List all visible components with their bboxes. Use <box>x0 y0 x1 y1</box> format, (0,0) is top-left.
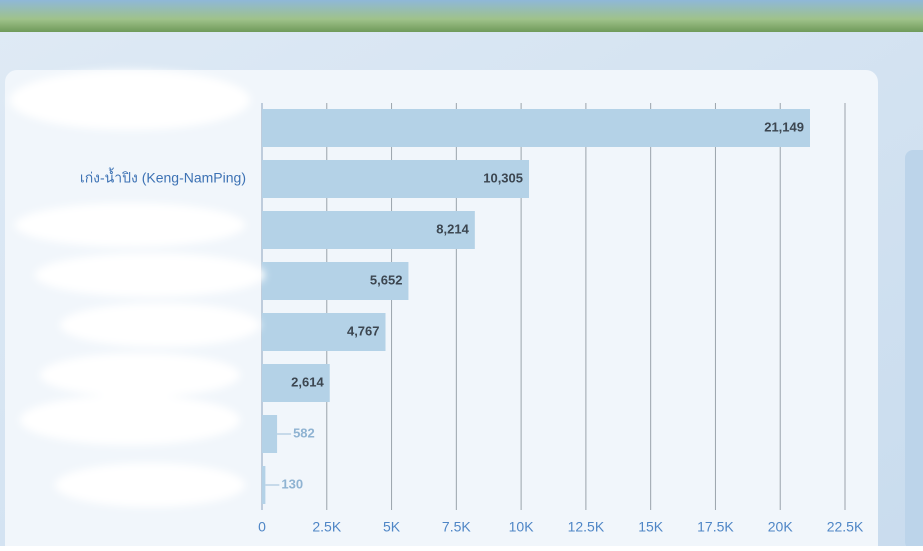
bar <box>262 364 330 402</box>
redaction <box>10 70 265 507</box>
bar <box>262 109 810 147</box>
x-tick-label: 10K <box>509 519 535 535</box>
x-tick-label: 17.5K <box>697 519 734 535</box>
x-tick-label: 0 <box>258 519 266 535</box>
bar <box>262 160 530 198</box>
x-tick-label: 12.5K <box>568 519 605 535</box>
bar <box>262 262 409 300</box>
side-card <box>905 150 923 550</box>
value-label: 10,305 <box>483 170 523 185</box>
x-tick-label: 15K <box>638 519 664 535</box>
value-label: 130 <box>281 476 303 491</box>
plot: 0 2.5K 5K 7.5K 10K 12.5K 15K 17.5K 20K 22.5K 21,14… <box>80 103 864 535</box>
y-tick-label: เก่ง-น้ำปิง (Keng-NamPing) <box>80 168 246 186</box>
bar <box>262 313 386 351</box>
bar <box>262 211 475 249</box>
x-tick-label: 7.5K <box>442 519 471 535</box>
bar <box>262 415 278 453</box>
x-tick-label: 2.5K <box>312 519 341 535</box>
x-tick-label: 20K <box>768 519 794 535</box>
x-tick-label: 22.5K <box>827 519 864 535</box>
value-label: 21,149 <box>764 119 804 134</box>
value-label: 8,214 <box>436 221 469 236</box>
banner <box>0 0 923 32</box>
bar <box>262 466 266 504</box>
value-label: 2,614 <box>291 374 324 389</box>
x-tick-label: 5K <box>383 519 401 535</box>
value-label: 4,767 <box>347 323 380 338</box>
value-label: 5,652 <box>370 272 403 287</box>
value-label: 582 <box>293 425 315 440</box>
